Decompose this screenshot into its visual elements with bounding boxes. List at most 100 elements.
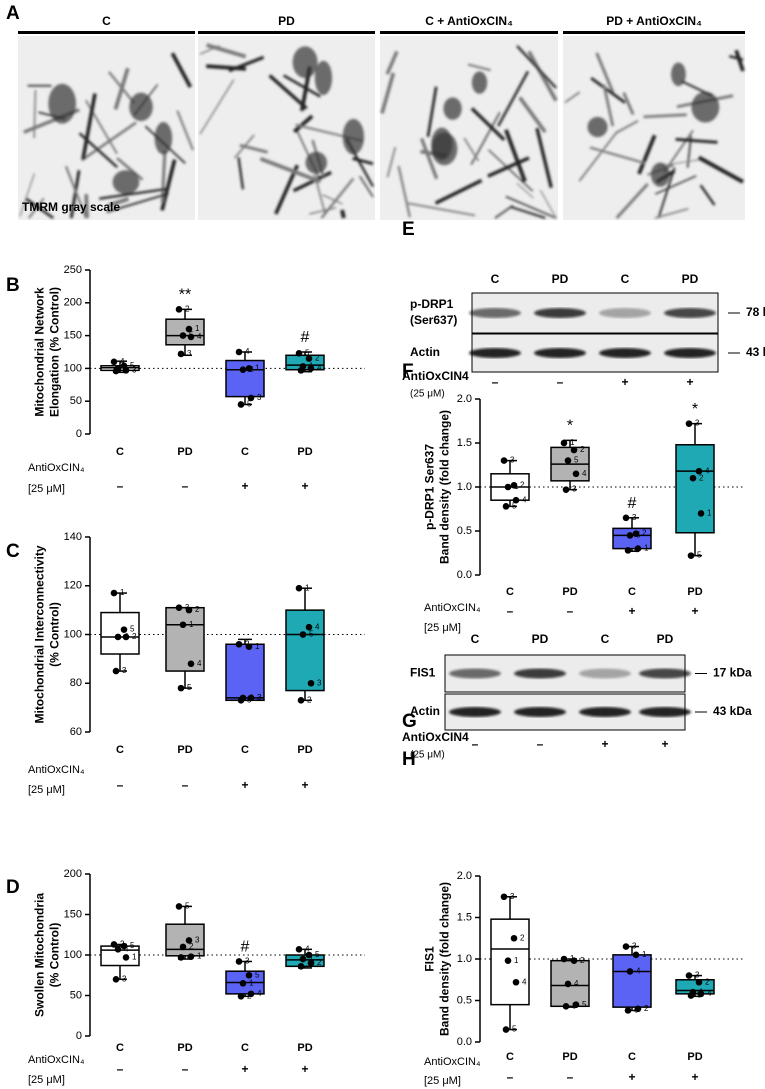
- fiber: [589, 146, 646, 165]
- fiber: [340, 209, 346, 219]
- data-point: [110, 941, 118, 948]
- box: [100, 611, 140, 655]
- sign: +: [301, 778, 308, 792]
- point-label: 4: [197, 332, 202, 341]
- point-label: 5: [130, 361, 135, 370]
- data-point: [697, 990, 705, 998]
- band: [579, 707, 631, 717]
- lane-label: PD: [657, 632, 674, 646]
- y-axis-label: p-DRP1 Ser637: [423, 444, 437, 530]
- data-point: [247, 694, 255, 702]
- y-tick-label: 140: [64, 531, 82, 543]
- data-point: [685, 972, 693, 979]
- band: [599, 348, 651, 358]
- data-point: [502, 1026, 510, 1033]
- y-tick-label: 100: [64, 628, 82, 640]
- point-label: 3: [632, 942, 637, 951]
- sign: –: [117, 1062, 124, 1076]
- row-label: FIS1: [410, 666, 436, 680]
- y-axis-label: Mitochondrial Interconnectivity: [33, 545, 47, 723]
- point-label: 3: [257, 393, 262, 402]
- fiber: [615, 120, 639, 134]
- fiber: [590, 76, 626, 104]
- data-point: [307, 365, 315, 372]
- fiber: [206, 64, 247, 71]
- fiber: [69, 170, 81, 219]
- y-tick-label: 2.0: [457, 393, 472, 405]
- x-tick-label: PD: [687, 1051, 702, 1063]
- sign: –: [537, 737, 544, 751]
- fiber: [602, 84, 615, 127]
- image-title: C + AntiOxCIN₄: [425, 14, 513, 28]
- y-tick-label: 250: [64, 264, 82, 276]
- point-label: 1: [644, 544, 649, 553]
- cell-body: [671, 62, 686, 87]
- treatment-label: AntiOxCIN4: [402, 730, 469, 744]
- fiber: [434, 178, 483, 205]
- point-label: 3: [195, 936, 200, 945]
- band: [469, 348, 521, 358]
- point-label: 4: [317, 364, 322, 373]
- data-point: [297, 963, 305, 970]
- x-tick-label: C: [241, 1042, 249, 1054]
- data-point: [187, 660, 195, 668]
- point-label: 3: [132, 365, 137, 374]
- data-point: [624, 547, 632, 554]
- dose-label: (25 μM): [410, 389, 445, 400]
- fiber: [527, 50, 558, 102]
- data-point: [235, 640, 243, 648]
- point-label: 5: [634, 1006, 639, 1015]
- point-label: 1: [255, 642, 260, 651]
- fiber: [622, 92, 635, 115]
- cell-body: [443, 97, 462, 120]
- y-axis-label: (% Control): [48, 602, 62, 667]
- box: [165, 318, 205, 346]
- fiber: [470, 107, 506, 141]
- treatment-label: AntiOxCIN₄: [424, 1056, 481, 1068]
- point-label: 2: [642, 529, 647, 538]
- data-point: [179, 332, 187, 339]
- data-point: [120, 626, 128, 633]
- significance: #: [301, 329, 310, 346]
- data-point: [235, 958, 243, 965]
- point-label: 1: [195, 324, 200, 333]
- fiber: [64, 165, 88, 219]
- cell-body: [342, 118, 365, 155]
- fiber: [268, 74, 308, 110]
- data-point: [622, 514, 630, 522]
- fiber: [359, 175, 374, 198]
- data-point: [570, 446, 578, 454]
- image-title: PD + AntiOxCIN₄: [606, 14, 702, 28]
- fiber: [309, 207, 337, 215]
- y-tick-label: 0: [76, 1030, 82, 1042]
- point-label: 2: [307, 695, 312, 704]
- data-point: [295, 584, 303, 592]
- box: [165, 923, 205, 957]
- data-point: [245, 643, 253, 650]
- band: [449, 707, 501, 717]
- significance: *: [567, 418, 573, 435]
- fiber: [160, 159, 177, 211]
- data-point: [634, 1005, 642, 1013]
- point-label: 1: [189, 620, 194, 629]
- point-label: 1: [642, 950, 647, 959]
- fiber: [615, 182, 649, 219]
- point-label: 4: [305, 944, 310, 953]
- fiber: [380, 72, 396, 114]
- point-label: 2: [247, 991, 252, 1000]
- point-label: 2: [644, 1004, 649, 1013]
- band: [514, 707, 566, 717]
- y-tick-label: 200: [64, 868, 82, 880]
- data-point: [305, 355, 313, 362]
- point-label: 2: [189, 942, 194, 951]
- data-point: [564, 457, 572, 464]
- treatment-label: AntiOxCIN₄: [28, 764, 85, 776]
- sign: +: [621, 375, 628, 389]
- band: [599, 308, 651, 318]
- fiber: [504, 129, 527, 183]
- data-point: [500, 457, 508, 464]
- y-axis-label: Band density (fold change): [438, 410, 452, 564]
- point-label: 2: [249, 365, 254, 374]
- fiber: [239, 143, 268, 154]
- dose-label: (25 μM): [410, 750, 445, 761]
